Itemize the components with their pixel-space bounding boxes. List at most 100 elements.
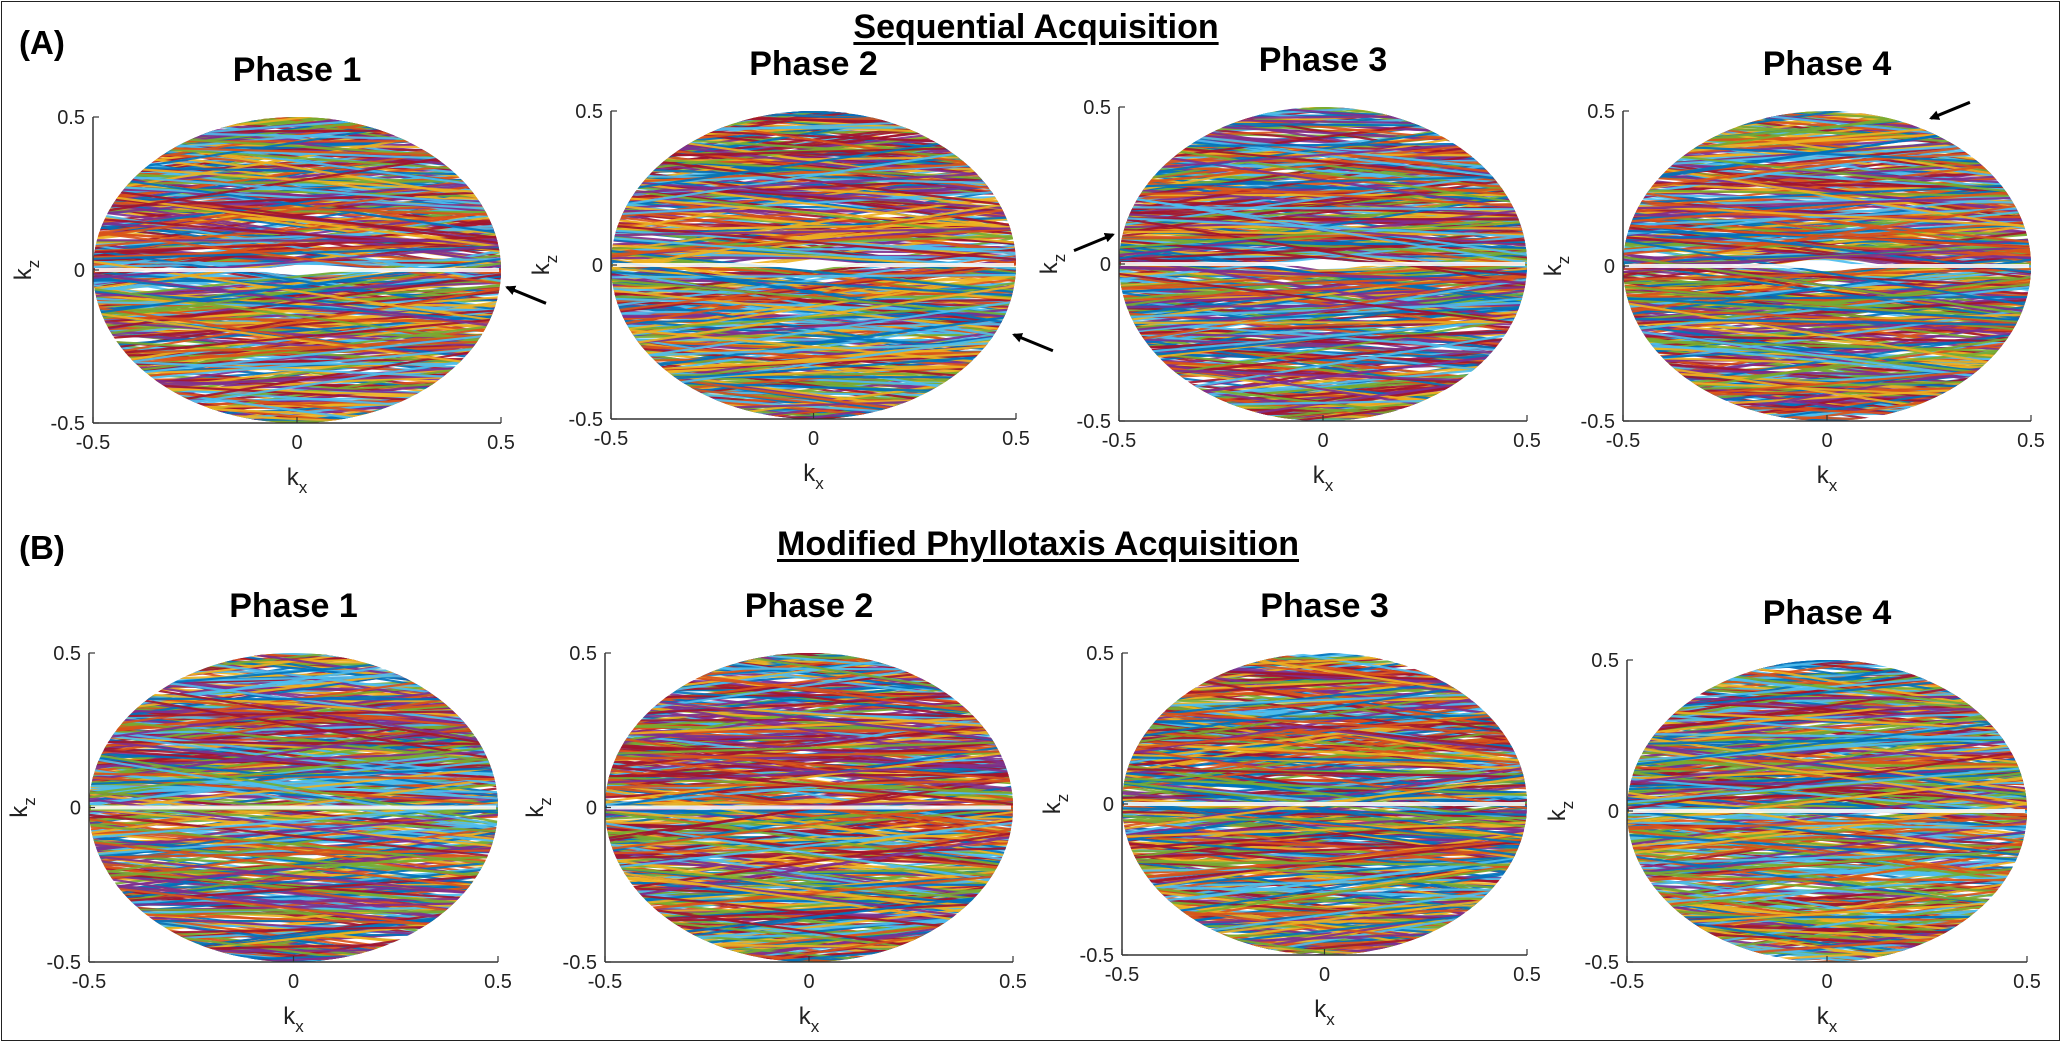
trajectory-line	[1119, 175, 1527, 236]
trajectory-line	[611, 199, 1016, 271]
x-axis-label: kx	[1313, 462, 1334, 495]
trajectory-line	[89, 839, 498, 893]
trajectory-line	[1119, 215, 1527, 288]
trajectory-line	[611, 227, 1016, 237]
trajectory-line	[89, 744, 498, 796]
trajectory-line	[1119, 301, 1527, 319]
trajectory-line	[1627, 847, 2027, 914]
y-tick-label: 0.5	[1591, 650, 1619, 672]
trajectory-line	[605, 913, 1013, 962]
trajectory-line	[605, 809, 1013, 815]
arrow-annotation	[1012, 333, 1054, 353]
y-tick-label: 0	[1604, 256, 1615, 278]
trajectory-line	[1119, 266, 1527, 324]
trajectory-line	[1119, 216, 1527, 250]
chart-b-1: -0.5 0 0.5 0.5 0 -0.5 kx kz Phase 1	[6, 587, 512, 1036]
trajectory-line	[1122, 783, 1527, 800]
x-tick-label: -0.5	[1102, 430, 1136, 452]
y-axis-label: kz	[6, 797, 39, 818]
trajectory-line	[611, 289, 1016, 340]
trajectory-line	[605, 747, 1013, 782]
trajectory-line	[89, 871, 498, 903]
trajectory-line	[611, 350, 1016, 373]
trajectory-line	[1627, 849, 2027, 877]
trajectory-line	[1627, 765, 2027, 805]
trajectory-line	[605, 886, 1013, 924]
trajectory-line	[605, 693, 1013, 744]
trajectory-line	[611, 155, 1016, 182]
trajectory-line	[93, 331, 501, 368]
trajectory-line	[605, 779, 1013, 789]
trajectory-line	[611, 341, 1016, 359]
y-tick-label: 0	[586, 798, 597, 820]
trajectory-line	[89, 716, 498, 764]
chart-b-2: -0.5 0 0.5 0.5 0 -0.5 kx kz Phase 2	[522, 587, 1027, 1036]
x-tick-label: -0.5	[1610, 971, 1644, 993]
phase-title: Phase 3	[1259, 41, 1388, 79]
trajectory-line	[1627, 798, 2027, 830]
trajectory-line	[1623, 188, 2031, 224]
trajectory-line	[611, 298, 1016, 364]
y-tick-label: -0.5	[1077, 411, 1111, 433]
trajectory-line	[1119, 238, 1527, 261]
trajectory-line	[1627, 821, 2027, 830]
trajectory-line	[1623, 355, 2031, 371]
trajectory-line	[611, 178, 1016, 231]
phase-title: Phase 4	[1763, 594, 1892, 632]
trajectory-line	[1119, 337, 1527, 356]
chart-a-2: -0.5 0 0.5 0.5 0 -0.5 kx kz Phase 2	[528, 45, 1054, 493]
center-gap	[1121, 262, 1525, 266]
y-tick-label: -0.5	[563, 952, 597, 974]
trajectory-line	[89, 699, 498, 704]
y-tick-label: 0.5	[1083, 97, 1111, 119]
trajectory-line	[1627, 710, 2027, 748]
trajectory-line	[1623, 300, 2031, 372]
trajectory-line	[93, 172, 501, 207]
trajectory-line	[1627, 816, 2027, 831]
x-tick-label: 0.5	[1513, 430, 1541, 452]
trajectory-line	[1122, 707, 1527, 760]
trajectory-line	[605, 698, 1013, 730]
trajectory-line	[1122, 756, 1527, 763]
trajectory-line	[89, 793, 498, 800]
trajectory-line	[605, 666, 1013, 671]
x-tick-label: 0	[1319, 964, 1330, 986]
trajectory-line	[89, 721, 498, 737]
trajectory-line	[611, 301, 1016, 334]
trajectory-line	[1119, 162, 1527, 190]
trajectory-line	[93, 310, 501, 370]
y-tick-label: 0	[70, 798, 81, 820]
x-tick-label: 0.5	[484, 971, 512, 993]
y-axis-label: kz	[1036, 254, 1069, 275]
trajectory-line	[1627, 833, 2027, 863]
center-gap	[613, 263, 1014, 267]
trajectory-line	[1119, 288, 1527, 334]
trajectory-line	[611, 295, 1016, 363]
trajectory-line	[1119, 275, 1527, 303]
y-tick-label: 0	[74, 260, 85, 282]
phase-title: Phase 1	[233, 51, 362, 89]
trajectory-line	[89, 859, 498, 903]
x-axis-label: kx	[1314, 996, 1335, 1029]
trajectory-line	[605, 841, 1013, 855]
trajectory-line	[611, 111, 1016, 115]
trajectory-line	[605, 749, 1013, 805]
x-axis-label: kx	[803, 460, 824, 493]
trajectory-line	[93, 286, 501, 359]
center-gap	[1124, 802, 1525, 806]
trajectory-line	[605, 872, 1013, 915]
y-tick-label: -0.5	[1585, 952, 1619, 974]
trajectory-line	[605, 802, 1013, 861]
trajectory-line	[1119, 320, 1527, 324]
trajectory-line	[1122, 860, 1527, 867]
trajectory-line	[611, 223, 1016, 262]
trajectory-line	[1119, 317, 1527, 357]
trajectory-line	[1623, 148, 2031, 196]
trajectory-line	[93, 284, 501, 315]
trajectory-line	[1623, 237, 2031, 309]
trajectory-line	[89, 812, 498, 850]
trajectory-line	[1627, 736, 2027, 746]
chart-a-1: -0.5 0 0.5 0.5 0 -0.5 kx kz Phase 1	[10, 51, 547, 497]
trajectory-line	[611, 283, 1016, 350]
x-tick-label: 0	[803, 971, 814, 993]
